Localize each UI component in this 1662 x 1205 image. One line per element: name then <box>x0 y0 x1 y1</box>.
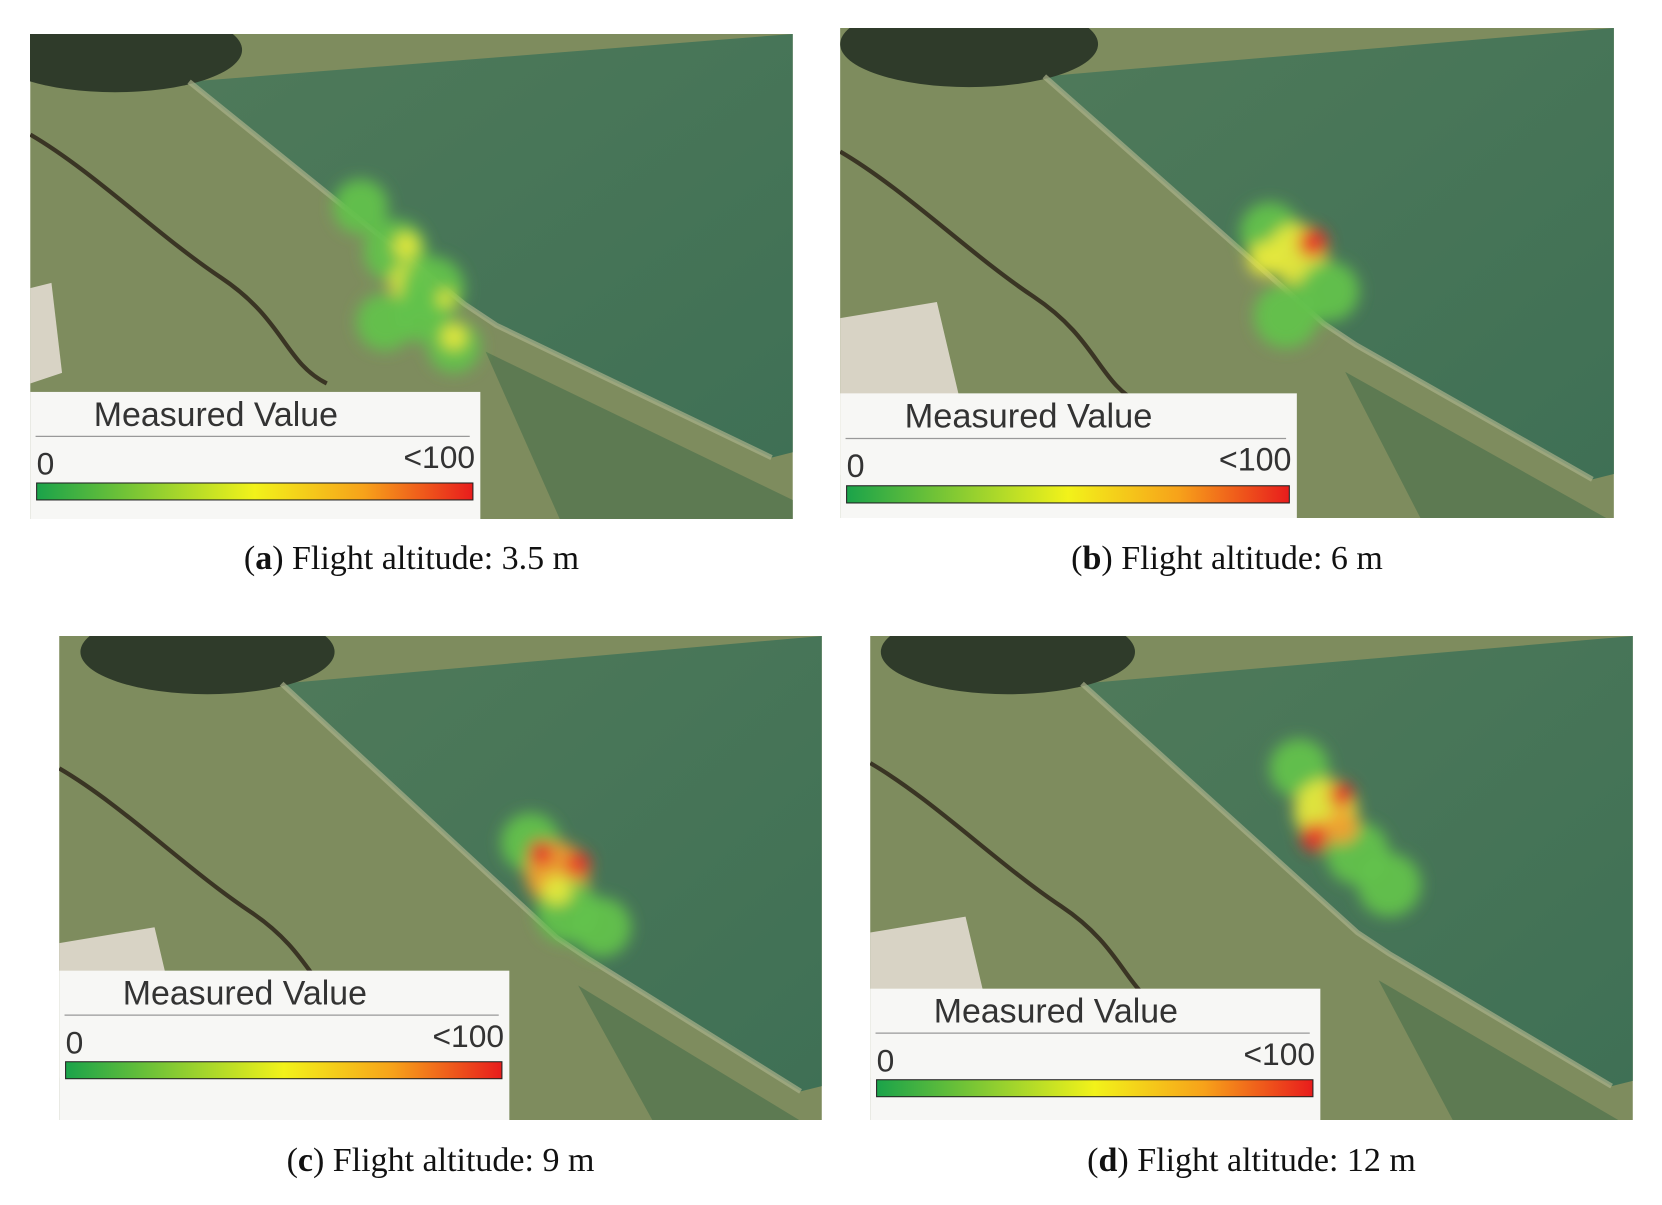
caption-text: ) Flight altitude: 12 m <box>1117 1142 1416 1179</box>
caption-open: ( <box>286 1142 298 1179</box>
field-lower <box>1378 980 1633 1120</box>
legend-scale <box>876 1079 1314 1098</box>
heat-spot <box>571 897 632 957</box>
caption-label: c <box>297 1142 313 1179</box>
caption-label: a <box>255 540 273 577</box>
heatmap <box>1269 738 1421 917</box>
trees <box>840 28 1099 88</box>
legend-scale <box>36 482 474 501</box>
legend-scale <box>65 1061 503 1080</box>
legend-min: 0 <box>847 448 865 484</box>
heat-spot <box>1253 283 1319 349</box>
legend-min: 0 <box>877 1042 895 1078</box>
caption-open: ( <box>243 540 256 577</box>
panel: Measured Value 0 <100 <box>840 28 1614 518</box>
trees <box>880 636 1135 695</box>
legend-max: <100 <box>1243 1036 1315 1072</box>
legend-title: Measured Value <box>123 975 367 1013</box>
caption-text: ) Flight altitude: 9 m <box>312 1142 595 1179</box>
heat-spot <box>441 324 467 350</box>
legend-title: Measured Value <box>94 396 338 434</box>
heatmap <box>333 179 481 373</box>
legend-scale <box>846 485 1290 504</box>
path-edge <box>279 681 802 1094</box>
map-image: Measured Value 0 <100 <box>840 28 1614 518</box>
map-image: Measured Value 0 <100 <box>59 636 822 1120</box>
legend-box <box>870 988 1321 1120</box>
legend-max: <100 <box>404 439 476 475</box>
panel: Measured Value 0 <100 <box>30 34 793 519</box>
map-image: Measured Value 0 <100 <box>870 636 1633 1120</box>
legend-min: 0 <box>66 1024 84 1060</box>
caption-label: d <box>1098 1142 1118 1179</box>
caption: (b) Flight altitude: 6 m <box>840 540 1614 578</box>
field-lower <box>485 351 793 519</box>
trees <box>30 34 243 93</box>
heat-spot <box>528 840 554 866</box>
ditch <box>30 132 328 386</box>
heat-spot <box>1357 853 1421 917</box>
heat-spot <box>542 875 572 906</box>
caption-text: ) Flight altitude: 3.5 m <box>272 540 580 577</box>
heat-spot <box>565 850 591 877</box>
ditch <box>840 149 1142 407</box>
legend-title: Measured Value <box>905 398 1153 436</box>
caption-open: ( <box>1087 1142 1099 1179</box>
path-edge <box>1042 74 1594 482</box>
field <box>189 34 793 458</box>
caption-label: b <box>1082 540 1102 577</box>
field-lower <box>578 985 822 1120</box>
heat-spot <box>393 233 419 259</box>
legend-max: <100 <box>1219 442 1292 478</box>
caption-open: ( <box>1071 540 1083 577</box>
legend-title: Measured Value <box>934 993 1178 1031</box>
caption: (c) Flight altitude: 9 m <box>59 1142 822 1180</box>
field-lower <box>1345 371 1614 518</box>
heat-spot <box>333 179 389 235</box>
heatmap <box>500 812 632 957</box>
heat-spot <box>436 290 454 308</box>
caption-text: ) Flight altitude: 6 m <box>1101 540 1383 577</box>
path-edge <box>187 79 773 460</box>
heat-spot <box>1324 809 1359 844</box>
map-image: Measured Value 0 <100 <box>30 34 793 519</box>
panel: Measured Value 0 <100 <box>870 636 1633 1120</box>
heat-spot <box>1328 782 1355 808</box>
heatmap <box>1239 202 1360 349</box>
panel: Measured Value 0 <100 <box>59 636 822 1120</box>
trees <box>80 636 335 695</box>
ditch <box>870 761 1168 1014</box>
heat-spot <box>1297 227 1329 258</box>
caption: (a) Flight altitude: 3.5 m <box>30 540 793 578</box>
soil <box>30 282 63 384</box>
legend-max: <100 <box>432 1018 504 1054</box>
path-edge <box>1080 681 1613 1089</box>
heat-spot <box>1300 822 1330 853</box>
heat-spot <box>1247 241 1282 277</box>
legend-min: 0 <box>37 446 55 482</box>
caption: (d) Flight altitude: 12 m <box>870 1142 1633 1180</box>
field <box>1044 28 1614 480</box>
legend-box <box>59 970 510 1120</box>
